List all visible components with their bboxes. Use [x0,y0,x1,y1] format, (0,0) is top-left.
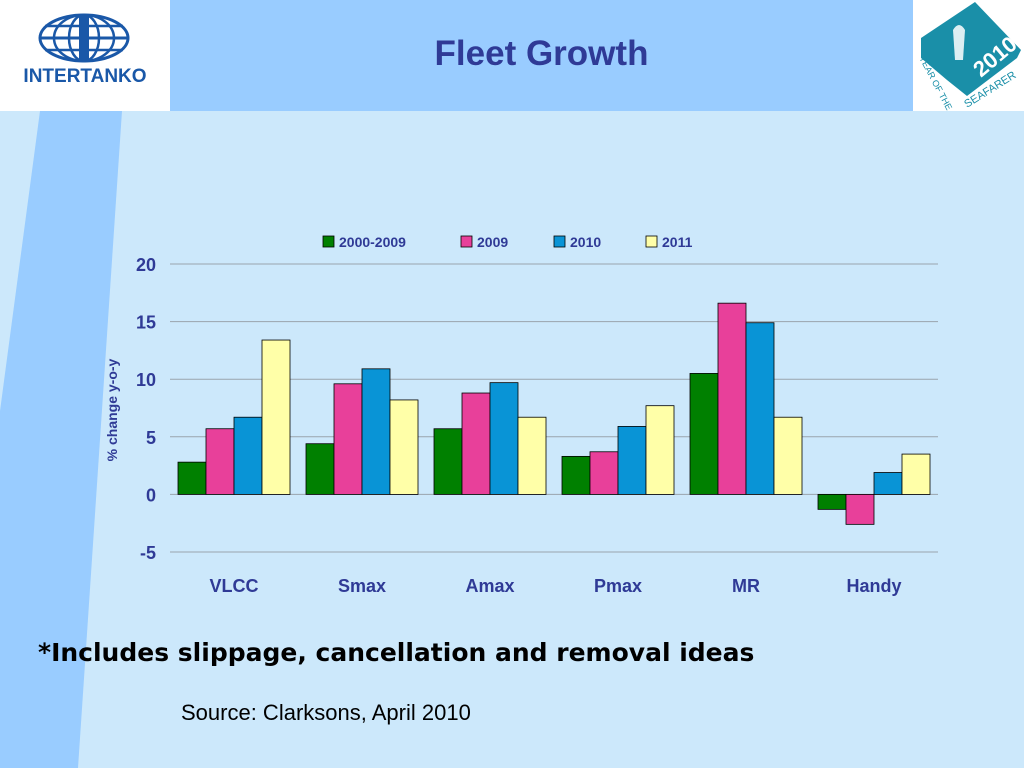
bar [177,461,207,495]
bar [461,392,491,495]
chart-legend: 2000-2009 2009 2010 2011 [322,234,693,250]
y-tick-label: 20 [136,255,156,275]
header-band [0,0,1024,111]
chart-bars [177,302,931,525]
legend-swatch [553,235,566,248]
bar [205,428,235,495]
legend-label: 2000-2009 [339,234,406,250]
y-tick-label: 10 [136,370,156,390]
bar [773,416,803,495]
bar [589,451,619,495]
globe-icon [38,13,130,63]
legend-swatch [460,235,473,248]
y-tick-label: 5 [146,428,156,448]
chart-grid [170,263,938,553]
bar [561,455,591,495]
legend-label: 2010 [570,234,601,250]
legend-label: 2009 [477,234,508,250]
y-tick-label: 15 [136,313,156,333]
y-tick-label: 0 [146,485,156,505]
legend-swatch [322,235,335,248]
footnote: *Includes slippage, cancellation and rem… [38,638,755,667]
bar [433,428,463,495]
x-tick-label: VLCC [210,576,259,596]
y-axis-label: % change y-o-y [104,358,120,461]
logo-text: INTERTANKO [23,66,147,87]
legend-label: 2011 [662,234,693,250]
bar [901,453,931,495]
page-title: Fleet Growth [434,34,649,73]
x-tick-label: Smax [338,576,386,596]
bar [305,443,335,495]
x-tick-label: Pmax [594,576,642,596]
legend-swatch [645,235,658,248]
bar [517,416,547,495]
decorative-left-stripe [0,111,122,768]
bar [389,399,419,495]
x-tick-label: Amax [465,576,514,596]
bar [617,426,647,495]
year-of-seafarer-seal: 2010 YEAR OF THE SEAFARER [913,0,1024,111]
bar [717,302,747,495]
seafarer-seal-icon: 2010 YEAR OF THE SEAFARER [917,2,1022,111]
bar [261,339,291,495]
bar [873,472,903,495]
source-note: Source: Clarksons, April 2010 [181,700,471,725]
intertanko-logo: INTERTANKO [0,0,170,111]
bar [333,383,363,495]
bar [845,493,875,525]
x-tick-label: Handy [846,576,901,596]
bar [689,373,719,495]
x-tick-label: MR [732,576,760,596]
bar [645,405,675,495]
bar [489,382,519,495]
bar [817,493,847,510]
y-axis-ticks: 20 15 10 5 0 -5 [136,255,156,563]
bar [745,322,775,495]
bar [361,368,391,495]
y-tick-label: -5 [140,543,156,563]
bar [233,416,263,495]
x-axis-labels: VLCC Smax Amax Pmax MR Handy [210,576,902,596]
